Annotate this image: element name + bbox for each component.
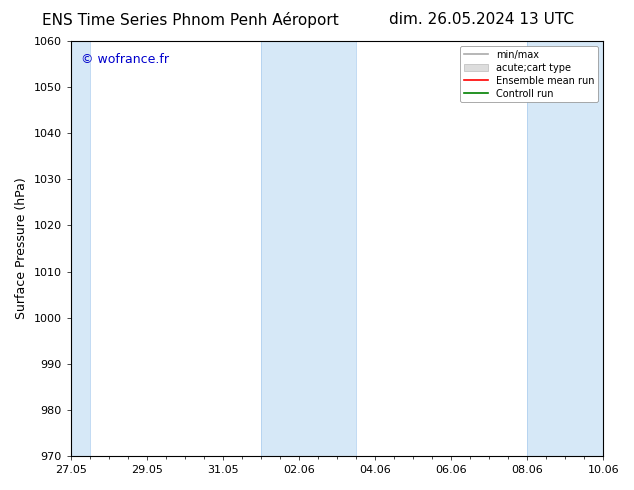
Text: dim. 26.05.2024 13 UTC: dim. 26.05.2024 13 UTC	[389, 12, 574, 27]
Y-axis label: Surface Pressure (hPa): Surface Pressure (hPa)	[15, 178, 28, 319]
Bar	[527, 41, 603, 456]
Bar	[261, 41, 356, 456]
Text: © wofrance.fr: © wofrance.fr	[81, 53, 169, 67]
Legend: min/max, acute;cart type, Ensemble mean run, Controll run: min/max, acute;cart type, Ensemble mean …	[460, 46, 598, 102]
Text: ENS Time Series Phnom Penh Aéroport: ENS Time Series Phnom Penh Aéroport	[42, 12, 339, 28]
Bar	[71, 41, 90, 456]
